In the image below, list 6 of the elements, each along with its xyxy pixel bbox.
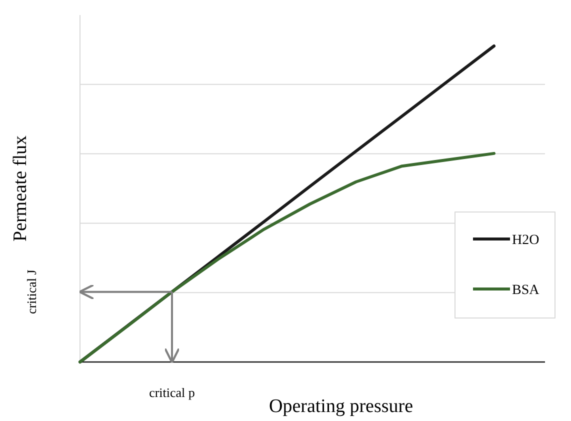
x-axis-title: Operating pressure: [268, 396, 414, 417]
legend-label: H2O: [512, 233, 540, 248]
legend-label: BSA: [512, 283, 540, 298]
y-axis-title: Permeate flux: [10, 134, 31, 242]
text: critical J: [24, 270, 39, 314]
text: critical p: [149, 385, 195, 400]
